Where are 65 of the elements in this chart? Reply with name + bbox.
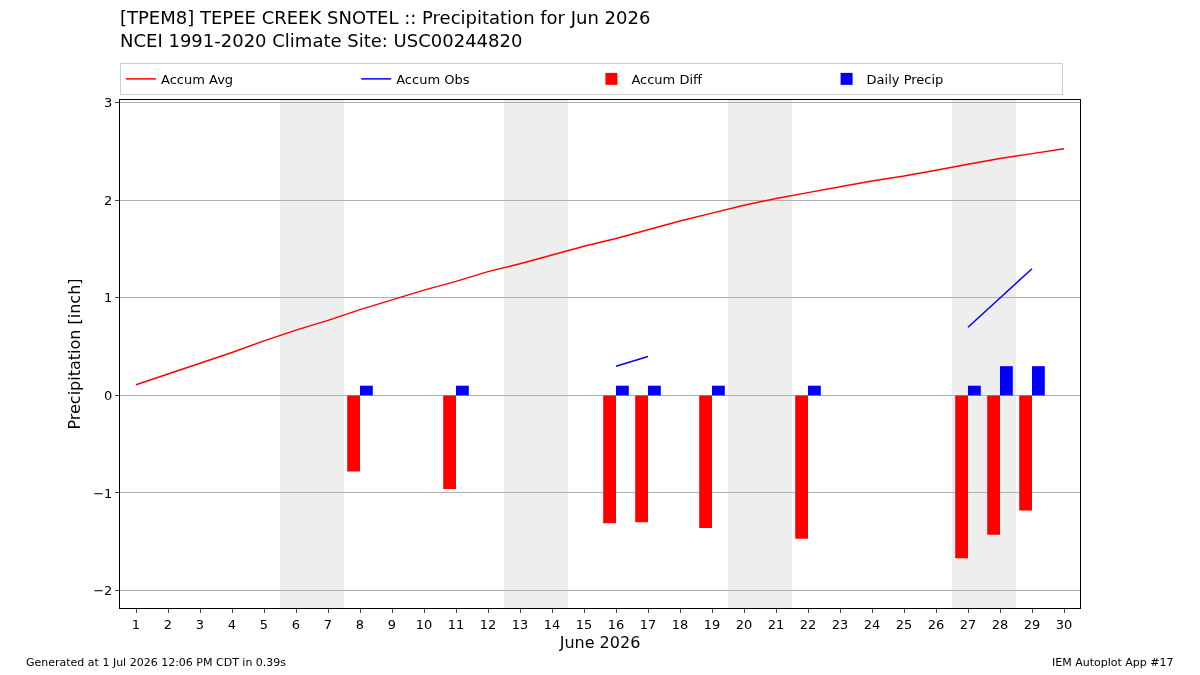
bar (456, 385, 469, 396)
y-tick-label: 1 (104, 290, 113, 306)
x-tick-label: 16 (607, 616, 625, 632)
chart-subtitle: NCEI 1991-2020 Climate Site: USC00244820 (120, 30, 523, 52)
x-tick-label: 20 (735, 616, 753, 632)
x-tick-label: 6 (291, 616, 301, 632)
x-tick-label: 24 (863, 616, 881, 632)
y-axis-title: Precipitation [inch] (65, 278, 85, 430)
bar (699, 395, 712, 529)
x-tick-label: 3 (195, 616, 205, 632)
bar (808, 385, 821, 396)
bar (968, 385, 981, 396)
x-tick-label: 1 (131, 616, 141, 632)
bar (443, 395, 456, 490)
y-tick-label: 2 (104, 192, 113, 208)
bar (987, 395, 1000, 535)
bar (648, 385, 661, 396)
text: IEM Autoplot App #17 (1052, 656, 1174, 669)
x-tick-label: 22 (799, 616, 817, 632)
bar (1032, 366, 1045, 396)
bar (360, 385, 373, 396)
y-tick-label: −2 (93, 583, 113, 598)
x-tick-label: 10 (415, 616, 433, 632)
legend-label: Accum Diff (631, 71, 704, 87)
x-tick-label: 25 (895, 616, 913, 632)
bar (616, 385, 629, 396)
y-tick-label: −1 (93, 485, 113, 501)
line-series (135, 148, 1065, 386)
x-tick-label: 4 (227, 616, 237, 632)
legend-label: Accum Obs (396, 71, 470, 87)
x-tick-label: 23 (831, 616, 849, 632)
x-tick-label: 9 (387, 616, 397, 632)
bar (635, 395, 648, 523)
x-tick-label: 17 (639, 616, 657, 632)
x-tick-label: 13 (511, 616, 529, 632)
x-tick-label: 15 (575, 616, 593, 632)
legend-label: Daily Precip (866, 71, 944, 87)
bar (1000, 366, 1013, 396)
x-tick-label: 27 (959, 616, 977, 632)
x-tick-label: 12 (479, 616, 497, 632)
bar (347, 395, 360, 472)
x-tick-label: 28 (991, 616, 1009, 632)
bar (712, 385, 725, 396)
x-tick-label: 26 (927, 616, 945, 632)
x-tick-label: 7 (323, 616, 333, 632)
bar (955, 395, 968, 559)
y-tick-label: 3 (104, 95, 113, 111)
bar (795, 395, 808, 539)
x-tick-label: 2 (163, 616, 173, 632)
x-tick-label: 29 (1023, 616, 1041, 632)
x-tick-label: 21 (767, 616, 785, 632)
x-axis-title: June 2026 (558, 633, 641, 653)
x-tick-label: 5 (259, 616, 269, 632)
x-tick-label: 18 (671, 616, 689, 632)
x-tick-label: 8 (355, 616, 365, 632)
text: Generated at 1 Jul 2026 12:06 PM CDT in 0.39s (26, 656, 287, 669)
x-tick-label: 30 (1055, 616, 1073, 632)
chart-title: [TPEM8] TEPEE CREEK SNOTEL :: Precipitation for Jun 2026 (120, 6, 651, 28)
y-tick-label: 0 (104, 387, 113, 403)
x-tick-label: 14 (543, 616, 561, 632)
x-tick-label: 11 (447, 616, 465, 632)
bar (603, 395, 616, 524)
x-tick-label: 19 (703, 616, 721, 632)
bar (1019, 395, 1032, 511)
legend-label: Accum Avg (161, 71, 234, 87)
